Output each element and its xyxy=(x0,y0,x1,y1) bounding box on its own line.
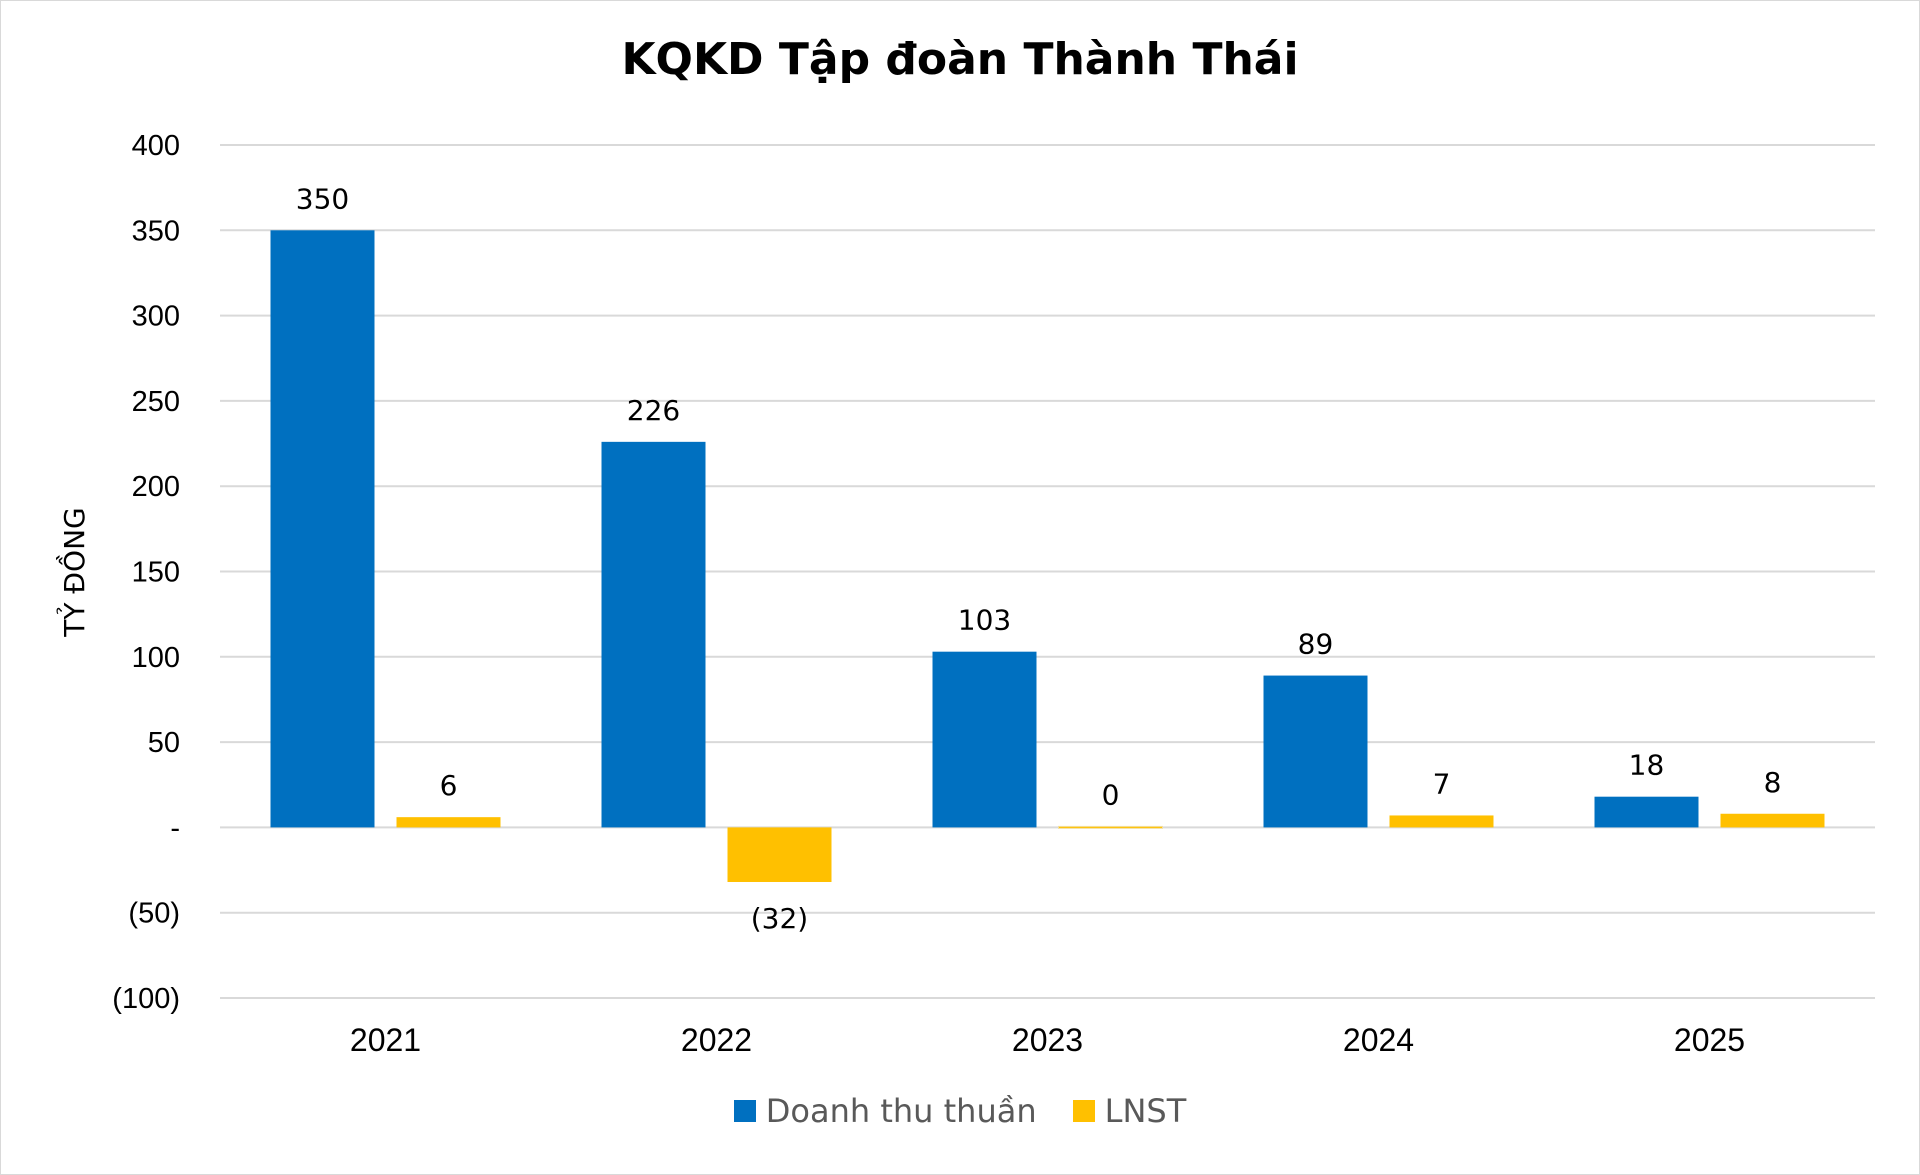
data-labels: 350 6 226 (32) 103 0 89 7 18 8 xyxy=(296,182,1782,935)
data-label: 89 xyxy=(1298,628,1334,661)
data-label: 8 xyxy=(1764,766,1782,799)
legend-label: LNST xyxy=(1104,1092,1187,1130)
x-tick-label: 2025 xyxy=(1674,1022,1745,1058)
data-label: 0 xyxy=(1102,778,1120,811)
bar-doanh-thu-thuần-2024 xyxy=(1263,675,1368,828)
bar-lnst-2025 xyxy=(1720,813,1825,828)
gridlines xyxy=(220,144,1875,999)
x-tick-label: 2022 xyxy=(681,1022,752,1058)
legend-item: Doanh thu thuần xyxy=(733,1092,1037,1130)
bar-doanh-thu-thuần-2025 xyxy=(1594,796,1699,828)
y-tick-label: 100 xyxy=(132,642,180,674)
legend-swatch xyxy=(733,1100,756,1122)
bar-lnst-2023 xyxy=(1058,825,1163,829)
y-tick-label: 250 xyxy=(132,386,180,418)
y-tick-label: - xyxy=(170,812,180,844)
y-axis-ticks: (100) (50) - 50 100 150 200 250 300 350 400 xyxy=(112,130,180,1015)
data-label: 6 xyxy=(440,769,458,802)
x-tick-label: 2023 xyxy=(1012,1022,1083,1058)
x-axis-ticks: 2021 2022 2023 2024 2025 xyxy=(350,1022,1745,1058)
data-label: 226 xyxy=(627,394,680,427)
y-tick-label: (100) xyxy=(112,983,180,1015)
y-tick-label: 200 xyxy=(132,471,180,503)
bar-lnst-2024 xyxy=(1389,815,1494,828)
data-label: 7 xyxy=(1433,767,1451,800)
bar-lnst-2022 xyxy=(727,827,832,882)
bar-doanh-thu-thuần-2023 xyxy=(932,651,1037,828)
y-tick-label: 300 xyxy=(132,301,180,333)
data-label: (32) xyxy=(751,902,808,935)
y-tick-label: 150 xyxy=(132,557,180,589)
data-label: 350 xyxy=(296,182,349,215)
y-tick-label: 50 xyxy=(148,727,180,759)
chart-title: KQKD Tập đoàn Thành Thái xyxy=(621,34,1299,85)
y-tick-label: 400 xyxy=(132,130,180,162)
legend-swatch xyxy=(1072,1100,1095,1122)
bar-lnst-2021 xyxy=(396,817,501,828)
y-tick-label: (50) xyxy=(128,898,180,930)
x-tick-label: 2024 xyxy=(1343,1022,1414,1058)
y-tick-label: 350 xyxy=(132,215,180,247)
bar-doanh-thu-thuần-2022 xyxy=(601,441,706,828)
data-label: 103 xyxy=(958,604,1011,637)
bars xyxy=(270,230,1825,882)
data-label: 18 xyxy=(1629,749,1665,782)
legend-item: LNST xyxy=(1072,1092,1187,1130)
bar-doanh-thu-thuần-2021 xyxy=(270,230,375,828)
y-axis-label: TỶ ĐỒNG xyxy=(54,507,91,638)
legend: Doanh thu thuần LNST xyxy=(0,1092,1920,1130)
x-tick-label: 2021 xyxy=(350,1022,421,1058)
legend-label: Doanh thu thuần xyxy=(765,1092,1037,1130)
